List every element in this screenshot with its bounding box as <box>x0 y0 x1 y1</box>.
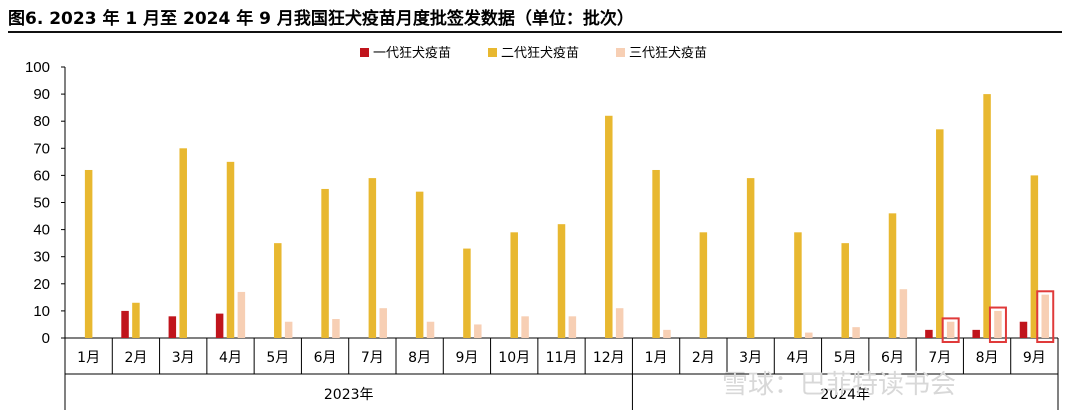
x-tick-label: 7月 <box>361 350 384 366</box>
x-tick-label: 7月 <box>928 350 951 366</box>
bar-1 <box>972 329 980 338</box>
bar-2 <box>936 129 944 338</box>
x-tick-label: 10月 <box>498 350 530 366</box>
legend-swatch <box>360 48 369 57</box>
x-tick-label: 2月 <box>124 350 147 366</box>
bar-3 <box>568 316 577 338</box>
x-tick-label: 9月 <box>455 350 478 366</box>
bar-1 <box>215 313 224 338</box>
legend-swatch <box>616 48 625 57</box>
year-group-label: 2023年 <box>324 387 374 403</box>
bar-2 <box>368 178 377 338</box>
highlight-box <box>941 317 960 344</box>
y-tick-label: 70 <box>33 140 50 157</box>
bar-3 <box>379 308 387 338</box>
bar-3 <box>663 329 671 338</box>
x-tick-label: 9月 <box>1023 350 1046 366</box>
highlight-box <box>988 306 1007 344</box>
highlight-box <box>1036 290 1055 344</box>
bar-3 <box>332 319 340 338</box>
x-tick-label: 5月 <box>266 350 289 366</box>
bar-3 <box>946 321 955 338</box>
bar-3 <box>1041 294 1049 338</box>
bar-2 <box>226 161 235 338</box>
bar-2 <box>1030 175 1039 338</box>
year-group-label: 2024年 <box>820 387 870 403</box>
bar-2 <box>794 232 802 338</box>
bar-2 <box>605 115 613 338</box>
bar-1 <box>168 316 177 338</box>
bar-2 <box>321 188 329 338</box>
bar-2 <box>652 169 660 338</box>
x-tick-label: 12月 <box>593 350 625 366</box>
y-tick-label: 0 <box>42 330 50 347</box>
bar-3 <box>474 324 482 338</box>
bar-1 <box>925 329 933 338</box>
bar-3 <box>237 291 246 338</box>
legend-swatch <box>488 48 497 57</box>
bar-3 <box>284 321 293 338</box>
x-tick-label: 11月 <box>546 350 578 366</box>
y-tick-label: 100 <box>25 59 50 76</box>
bar-1 <box>121 310 129 338</box>
chart-title: 图6. 2023 年 1 月至 2024 年 9 月我国狂犬疫苗月度批签发数据（… <box>8 9 634 29</box>
legend-label: 三代狂犬疫苗 <box>629 45 707 61</box>
legend-label: 一代狂犬疫苗 <box>373 45 451 61</box>
bar-2 <box>699 232 708 338</box>
bar-1 <box>1019 321 1028 338</box>
y-tick-label: 30 <box>33 249 50 266</box>
x-tick-label: 1月 <box>77 350 100 366</box>
bar-2 <box>557 224 566 338</box>
x-tick-label: 3月 <box>172 350 195 366</box>
x-tick-label: 8月 <box>976 350 999 366</box>
x-tick-label: 6月 <box>314 350 337 366</box>
bar-2 <box>841 243 849 338</box>
x-tick-label: 8月 <box>408 350 431 366</box>
bar-2 <box>415 191 424 338</box>
bar-2 <box>274 243 282 338</box>
bar-3 <box>852 327 860 338</box>
bar-2 <box>746 178 755 338</box>
bar-2 <box>179 148 187 338</box>
x-tick-label: 4月 <box>219 350 242 366</box>
y-tick-label: 40 <box>33 222 50 239</box>
y-tick-label: 10 <box>33 303 50 320</box>
bar-3 <box>899 289 908 338</box>
bar-2 <box>84 169 93 338</box>
bar-2 <box>132 302 140 338</box>
y-tick-label: 80 <box>33 113 50 130</box>
bar-3 <box>615 308 624 338</box>
x-tick-label: 1月 <box>645 350 668 366</box>
x-tick-label: 3月 <box>739 350 762 366</box>
y-tick-label: 90 <box>33 86 50 103</box>
title-rule <box>8 31 1062 33</box>
bar-3 <box>994 310 1002 338</box>
y-tick-label: 60 <box>33 167 50 184</box>
x-tick-label: 2月 <box>692 350 715 366</box>
bar-2 <box>463 248 471 338</box>
legend-label: 二代狂犬疫苗 <box>501 45 579 61</box>
y-tick-label: 50 <box>33 195 50 212</box>
x-tick-label: 6月 <box>881 350 904 366</box>
bar-2 <box>888 213 897 338</box>
bar-2 <box>510 232 518 338</box>
x-tick-label: 4月 <box>786 350 809 366</box>
bar-3 <box>805 332 813 338</box>
bar-3 <box>521 316 529 338</box>
bar-2 <box>983 94 991 338</box>
watermark-text: 雪球：巴菲特读书会 <box>722 370 956 400</box>
bar-3 <box>426 321 435 338</box>
x-tick-label: 5月 <box>834 350 857 366</box>
y-tick-label: 20 <box>33 276 50 293</box>
